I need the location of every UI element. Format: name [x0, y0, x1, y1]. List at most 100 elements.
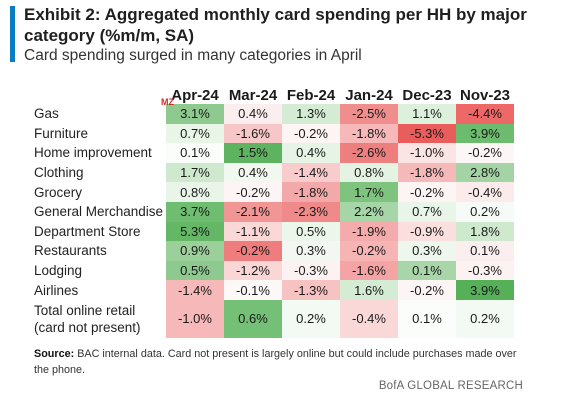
value-cell: -1.4% [282, 162, 340, 183]
value-cell: 0.5% [282, 221, 340, 242]
value-cell: -4.4% [456, 104, 514, 124]
value-cell: -0.2% [456, 143, 514, 163]
value-cell: 0.4% [224, 104, 282, 124]
value-cell: -0.3% [282, 260, 340, 281]
exhibit-title: Exhibit 2: Aggregated monthly card spend… [24, 5, 527, 45]
row-label: General Merchandise [34, 204, 164, 220]
value-cell: 0.1% [166, 143, 224, 163]
value-cell: -1.0% [398, 143, 456, 163]
value-cell: -1.2% [224, 260, 282, 281]
value-cell: 0.2% [456, 201, 514, 222]
value-cell: 1.5% [224, 143, 282, 163]
value-cell: -2.5% [340, 104, 398, 124]
value-cell: -1.8% [282, 182, 340, 202]
spending-heatmap-table: Apr-24 Mar-24 Feb-24 Jan-24 Dec-23 Nov-23 Gas… [34, 82, 514, 338]
value-cell: 1.8% [456, 221, 514, 242]
header-row: Apr-24 Mar-24 Feb-24 Jan-24 Dec-23 Nov-23 [34, 82, 514, 104]
row-label: Home improvement [34, 145, 152, 161]
value-cell: 5.3% [166, 221, 224, 242]
value-cell: 3.1% [166, 104, 224, 124]
table-row: General Merchandise 3.7% -2.1% -2.3% 2.2% 0.7… [34, 201, 514, 222]
row-label: Restaurants [34, 243, 107, 259]
footer-branding: BofA GLOBAL RESEARCH [378, 380, 523, 392]
column-header: Mar-24 [228, 87, 278, 104]
corner-header [34, 82, 166, 104]
value-cell: 0.1% [456, 241, 514, 261]
table-row: Department Store 5.3% -1.1% 0.5% -1.9% -0.9% 1… [34, 221, 514, 242]
value-cell: -0.2% [340, 241, 398, 261]
value-cell: 3.9% [456, 123, 514, 144]
row-label: Department Store [34, 223, 141, 239]
source-note: Source: BAC internal data. Card not pres… [34, 346, 534, 378]
value-cell: 0.7% [398, 201, 456, 222]
value-cell: -0.2% [398, 182, 456, 202]
table-row: Home improvement 0.1% 1.5% 0.4% -2.6% -1.0% -0… [34, 143, 514, 163]
table-row: Furniture 0.7% -1.6% -0.2% -1.8% -5.3% 3.9% [34, 123, 514, 144]
column-header: Dec-23 [402, 87, 452, 104]
row-label: Total online retail (card not present) [34, 302, 141, 335]
value-cell: 0.2% [456, 299, 514, 338]
value-cell: 0.1% [398, 299, 456, 338]
table-row: Clothing 1.7% 0.4% -1.4% 0.8% -1.8% 2.8% [34, 162, 514, 183]
value-cell: 0.1% [398, 260, 456, 281]
watermark-mark: MZ [161, 97, 174, 107]
value-cell: -1.0% [166, 299, 224, 338]
source-label: Source: [34, 348, 75, 360]
source-text: BAC internal data. Card not present is l… [34, 348, 517, 376]
value-cell: 0.9% [166, 241, 224, 261]
value-cell: -1.4% [166, 280, 224, 300]
value-cell: -1.8% [340, 123, 398, 144]
value-cell: 1.7% [340, 182, 398, 202]
heatmap-body: Gas 3.1% 0.4% 1.3% -2.5% 1.1% -4.4% Furniture 0.… [34, 104, 514, 338]
column-header: Jan-24 [345, 87, 393, 104]
value-cell: -1.6% [224, 123, 282, 144]
value-cell: 0.8% [340, 162, 398, 183]
value-cell: 0.3% [398, 241, 456, 261]
value-cell: -1.1% [224, 221, 282, 242]
value-cell: -0.2% [282, 123, 340, 144]
value-cell: 1.3% [282, 104, 340, 124]
table-row: Airlines -1.4% -0.1% -1.3% 1.6% -0.2% 3.9% [34, 280, 514, 300]
value-cell: -0.4% [340, 299, 398, 338]
value-cell: -2.3% [282, 201, 340, 222]
value-cell: 2.2% [340, 201, 398, 222]
table-row: Lodging 0.5% -1.2% -0.3% -1.6% 0.1% -0.3% [34, 260, 514, 281]
value-cell: 0.4% [224, 162, 282, 183]
title-accent-bar [10, 6, 15, 62]
table-row: Grocery 0.8% -0.2% -1.8% 1.7% -0.2% -0.4% [34, 182, 514, 202]
value-cell: 0.6% [224, 299, 282, 338]
column-header: Feb-24 [286, 87, 336, 104]
value-cell: -0.3% [456, 260, 514, 281]
value-cell: -0.1% [224, 280, 282, 300]
value-cell: -2.1% [224, 201, 282, 222]
value-cell: 3.7% [166, 201, 224, 222]
row-label: Clothing [34, 165, 84, 181]
column-header: Apr-24 [171, 87, 219, 104]
value-cell: 0.4% [282, 143, 340, 163]
value-cell: -5.3% [398, 123, 456, 144]
value-cell: -0.2% [224, 182, 282, 202]
value-cell: -2.6% [340, 143, 398, 163]
value-cell: 0.5% [166, 260, 224, 281]
column-header: Nov-23 [459, 87, 511, 104]
value-cell: 1.1% [398, 104, 456, 124]
table-row: Total online retail (card not present) -1… [34, 299, 514, 338]
value-cell: 0.2% [282, 299, 340, 338]
value-cell: -1.9% [340, 221, 398, 242]
row-label: Grocery [34, 184, 83, 200]
value-cell: -0.4% [456, 182, 514, 202]
value-cell: 0.8% [166, 182, 224, 202]
value-cell: 1.7% [166, 162, 224, 183]
value-cell: -1.3% [282, 280, 340, 300]
value-cell: 0.7% [166, 123, 224, 144]
value-cell: 3.9% [456, 280, 514, 300]
row-label: Gas [34, 106, 59, 122]
value-cell: -0.9% [398, 221, 456, 242]
value-cell: -0.2% [398, 280, 456, 300]
exhibit-subtitle: Card spending surged in many categories … [24, 47, 362, 64]
value-cell: 1.6% [340, 280, 398, 300]
value-cell: 2.8% [456, 162, 514, 183]
value-cell: -0.2% [224, 241, 282, 261]
table-row: Restaurants 0.9% -0.2% 0.3% -0.2% 0.3% 0.1% [34, 241, 514, 261]
value-cell: -1.8% [398, 162, 456, 183]
